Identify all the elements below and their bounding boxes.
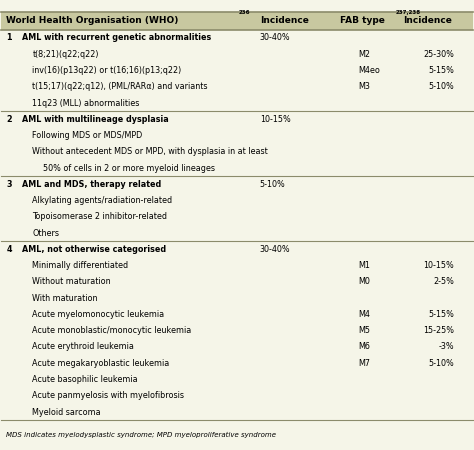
Text: -3%: -3% xyxy=(439,342,455,351)
Text: Acute monoblastic/monocytic leukemia: Acute monoblastic/monocytic leukemia xyxy=(32,326,191,335)
Text: inv(16)(p13q22) or t(16;16)(p13;q22): inv(16)(p13q22) or t(16;16)(p13;q22) xyxy=(32,66,182,75)
Text: Acute myelomonocytic leukemia: Acute myelomonocytic leukemia xyxy=(32,310,164,319)
Text: 15-25%: 15-25% xyxy=(423,326,455,335)
Text: 30-40%: 30-40% xyxy=(260,33,290,42)
Text: M7: M7 xyxy=(358,359,370,368)
Text: Topoisomerase 2 inhibitor-related: Topoisomerase 2 inhibitor-related xyxy=(32,212,167,221)
Text: AML with recurrent genetic abnormalities: AML with recurrent genetic abnormalities xyxy=(22,33,211,42)
Text: AML and MDS, therapy related: AML and MDS, therapy related xyxy=(22,180,161,189)
Text: 5-15%: 5-15% xyxy=(428,66,455,75)
Text: With maturation: With maturation xyxy=(32,294,98,303)
Text: Following MDS or MDS/MPD: Following MDS or MDS/MPD xyxy=(32,131,143,140)
Text: M4eo: M4eo xyxy=(358,66,380,75)
Text: FAB type: FAB type xyxy=(340,16,385,25)
Text: Acute basophilic leukemia: Acute basophilic leukemia xyxy=(32,375,138,384)
Text: 5-10%: 5-10% xyxy=(428,359,455,368)
Text: M3: M3 xyxy=(358,82,370,91)
Text: AML with multilineage dysplasia: AML with multilineage dysplasia xyxy=(22,115,169,124)
Text: World Health Organisation (WHO): World Health Organisation (WHO) xyxy=(6,16,179,25)
Text: Without antecedent MDS or MPD, with dysplasia in at least: Without antecedent MDS or MPD, with dysp… xyxy=(32,147,268,156)
Text: 30-40%: 30-40% xyxy=(260,245,290,254)
Text: Others: Others xyxy=(32,229,59,238)
Text: MDS indicates myelodysplastic syndrome; MPD myeloproliferative syndrome: MDS indicates myelodysplastic syndrome; … xyxy=(6,432,276,438)
Text: 5-15%: 5-15% xyxy=(428,310,455,319)
Text: 2-5%: 2-5% xyxy=(434,277,455,286)
Text: 3: 3 xyxy=(6,180,12,189)
Text: 4: 4 xyxy=(6,245,12,254)
Text: M2: M2 xyxy=(358,50,370,59)
Text: 2: 2 xyxy=(6,115,12,124)
Text: Incidence: Incidence xyxy=(403,16,452,25)
Text: Acute megakaryoblastic leukemia: Acute megakaryoblastic leukemia xyxy=(32,359,170,368)
Text: 10-15%: 10-15% xyxy=(424,261,455,270)
Text: M4: M4 xyxy=(358,310,370,319)
Text: 5-10%: 5-10% xyxy=(428,82,455,91)
Text: AML, not otherwise categorised: AML, not otherwise categorised xyxy=(22,245,166,254)
Text: 236: 236 xyxy=(239,10,250,15)
Text: 5-10%: 5-10% xyxy=(260,180,285,189)
Text: 11q23 (MLL) abnormalities: 11q23 (MLL) abnormalities xyxy=(32,99,140,108)
Text: 25-30%: 25-30% xyxy=(424,50,455,59)
Text: Acute erythroid leukemia: Acute erythroid leukemia xyxy=(32,342,134,351)
Text: 10-15%: 10-15% xyxy=(260,115,291,124)
Text: Acute panmyelosis with myelofibrosis: Acute panmyelosis with myelofibrosis xyxy=(32,391,184,400)
Text: Incidence: Incidence xyxy=(260,16,309,25)
Text: Myeloid sarcoma: Myeloid sarcoma xyxy=(32,408,101,417)
Text: t(8;21)(q22;q22): t(8;21)(q22;q22) xyxy=(32,50,99,59)
Text: M1: M1 xyxy=(358,261,370,270)
Text: 50% of cells in 2 or more myeloid lineages: 50% of cells in 2 or more myeloid lineag… xyxy=(43,164,215,173)
FancyBboxPatch shape xyxy=(0,12,474,30)
Text: 237,238: 237,238 xyxy=(395,10,420,15)
Text: M6: M6 xyxy=(358,342,370,351)
Text: 1: 1 xyxy=(6,33,12,42)
Text: t(15;17)(q22;q12), (PML/RARα) and variants: t(15;17)(q22;q12), (PML/RARα) and varian… xyxy=(32,82,208,91)
Text: M5: M5 xyxy=(358,326,370,335)
Text: M0: M0 xyxy=(358,277,370,286)
Text: Minimally differentiated: Minimally differentiated xyxy=(32,261,128,270)
Text: Alkylating agents/radiation-related: Alkylating agents/radiation-related xyxy=(32,196,173,205)
Text: Without maturation: Without maturation xyxy=(32,277,111,286)
